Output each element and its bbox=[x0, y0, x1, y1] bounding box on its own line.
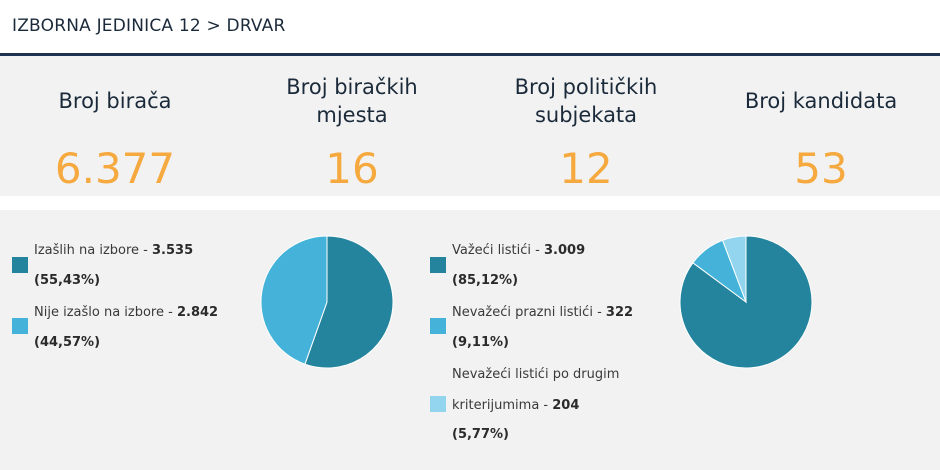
legend-value: 2.842 bbox=[176, 305, 219, 320]
ballots-pie-chart bbox=[679, 235, 813, 369]
stat-label-line1: Broj političkih bbox=[514, 75, 658, 99]
legend-value: 204 bbox=[552, 398, 580, 413]
legend-value: 3.535 bbox=[152, 243, 194, 258]
stat-label-line2: mjesta bbox=[316, 103, 388, 127]
legend-label-line2: kriterijumima - 204 bbox=[452, 398, 580, 413]
stat-value: 16 bbox=[325, 144, 379, 193]
pie-slice-1[interactable] bbox=[260, 235, 328, 365]
legend-label-line1: Nevažeći listići po drugim bbox=[452, 367, 620, 382]
page-header: IZBORNA JEDINICA 12 > DRVAR bbox=[0, 0, 940, 56]
stat-value: 53 bbox=[794, 144, 848, 193]
legend-percent: (9,11%) bbox=[452, 335, 509, 350]
legend-label: Izašlih na izbore - 3.535 bbox=[34, 243, 194, 258]
stat-label-line1: Broj biračkih bbox=[286, 75, 418, 99]
stat-value: 12 bbox=[559, 144, 613, 193]
legend-label: Važeći listići - 3.009 bbox=[452, 243, 586, 258]
legend-label: Nije izašlo na izbore - 2.842 bbox=[34, 305, 219, 320]
breadcrumb: IZBORNA JEDINICA 12 > DRVAR bbox=[12, 16, 286, 36]
stat-label-line2: subjekata bbox=[534, 103, 638, 127]
turnout-pie-chart bbox=[260, 235, 394, 369]
legend-value: 3.009 bbox=[544, 243, 586, 258]
legend-swatch bbox=[430, 318, 446, 334]
legend-percent: (5,77%) bbox=[452, 427, 509, 442]
pie-slice-0[interactable] bbox=[304, 235, 394, 369]
pie-slice-2[interactable] bbox=[721, 235, 747, 303]
stat-candidates: Broj kandidata 53 bbox=[706, 56, 936, 196]
legend-percent: (85,12%) bbox=[452, 273, 519, 288]
legend-swatch bbox=[12, 257, 28, 273]
section-gap bbox=[0, 196, 940, 210]
stat-voters: Broj birača 6.377 bbox=[0, 56, 230, 196]
legend-label: Nevažeći prazni listići - 322 bbox=[452, 305, 634, 320]
stat-value: 6.377 bbox=[54, 144, 176, 193]
stat-political-subjects: Broj političkih subjekata 12 bbox=[471, 56, 701, 196]
legend-value: 322 bbox=[605, 305, 634, 320]
stat-polling-stations: Broj biračkih mjesta 16 bbox=[237, 56, 467, 196]
charts-panel: Izašlih na izbore - 3.535 (55,43%) Nije … bbox=[0, 210, 940, 470]
legend-swatch bbox=[430, 396, 446, 412]
stat-label: Broj kandidata bbox=[744, 89, 898, 113]
header-divider bbox=[0, 53, 940, 56]
legend-percent: (55,43%) bbox=[34, 273, 101, 288]
stats-row: Broj birača 6.377 Broj biračkih mjesta 1… bbox=[0, 56, 940, 196]
legend-swatch bbox=[12, 318, 28, 334]
stat-label: Broj birača bbox=[58, 89, 172, 113]
legend-percent: (44,57%) bbox=[34, 335, 101, 350]
legend-swatch bbox=[430, 257, 446, 273]
